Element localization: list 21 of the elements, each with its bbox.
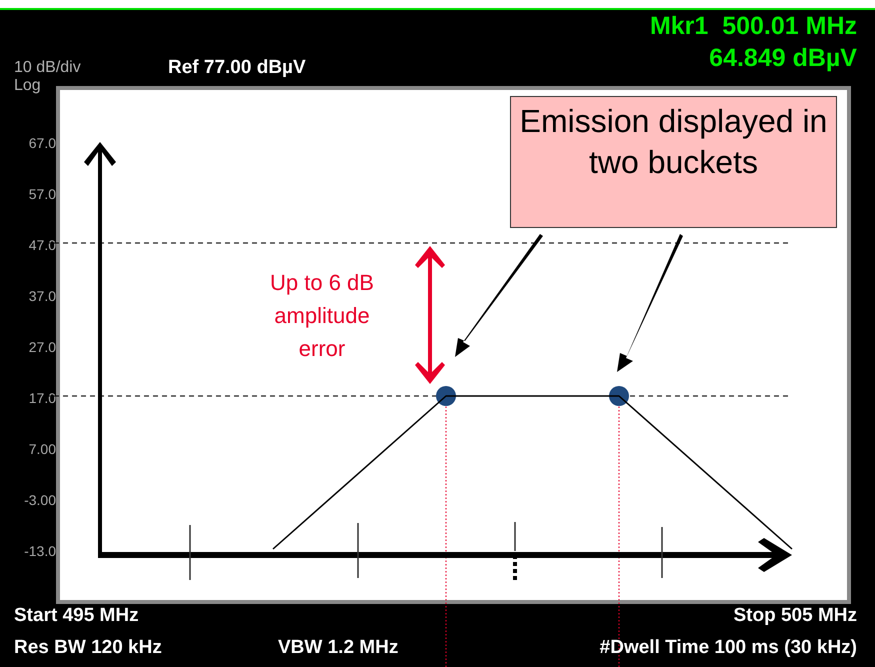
y-tick-label: 67.0 (28, 134, 56, 151)
text: 64.849 dBµV (709, 44, 857, 72)
annotation: Emission displayed in two buckets (510, 96, 837, 228)
y-tick-label: -13.0 (24, 542, 56, 559)
annotation: Up to 6 dB amplitude error (269, 269, 375, 363)
y-tick-label: 57.0 (28, 186, 56, 202)
text: Mkr1 500.01 MHz (650, 12, 857, 40)
y-tick-label: 47.0 (28, 236, 56, 253)
y-tick-label: -3.00 (24, 492, 56, 508)
text: Start 495 MHz (14, 605, 139, 626)
text: 10 dB/div (14, 59, 81, 76)
y-tick-label: 17.0 (28, 390, 56, 406)
y-tick-label: 27.0 (28, 338, 56, 355)
y-tick-label: 37.0 (28, 288, 56, 304)
text: Ref 77.00 dBµV (168, 57, 306, 78)
annotation: Log (14, 77, 41, 94)
text: Res BW 120 kHz (14, 637, 162, 658)
y-tick-label: 7.00 (28, 440, 56, 457)
text: Stop 505 MHz (733, 605, 857, 626)
text: #Dwell Time 100 ms (30 kHz) (600, 637, 857, 658)
text: VBW 1.2 MHz (278, 637, 398, 658)
